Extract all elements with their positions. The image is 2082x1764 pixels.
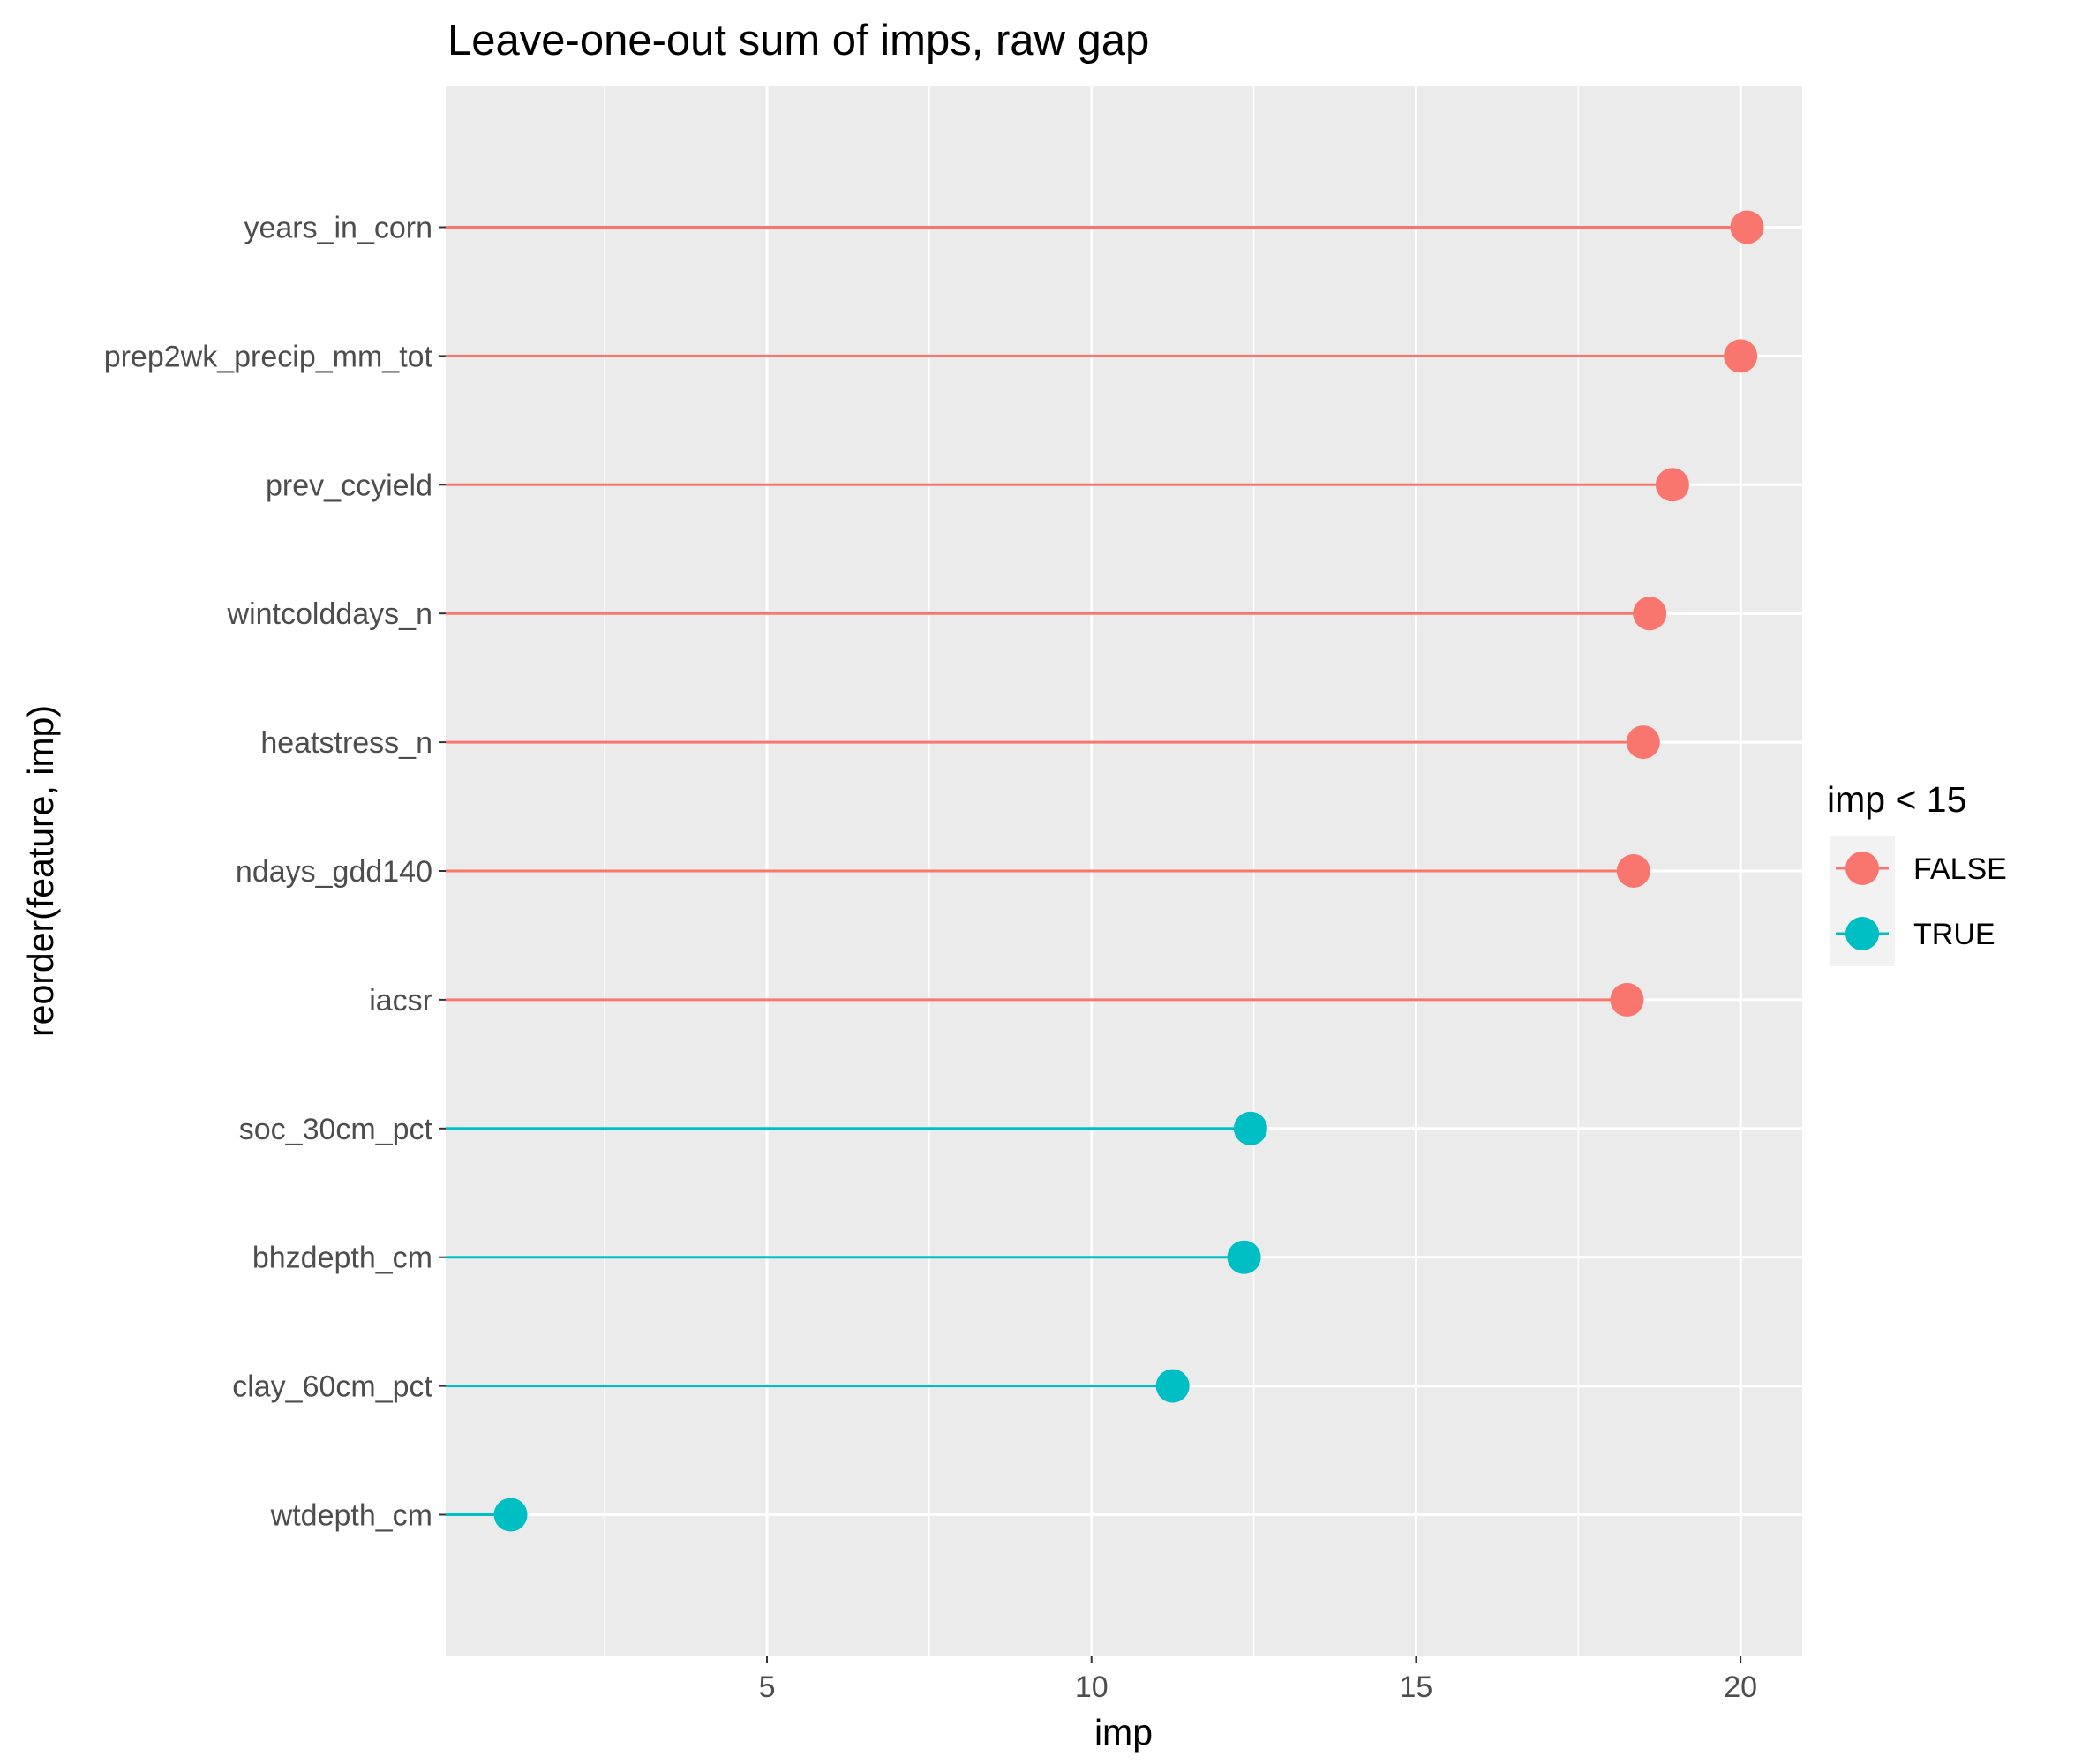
y-tick-label: prep2wk_precip_mm_tot [104,340,433,373]
legend-title: imp < 15 [1827,779,1966,820]
y-tick-label: ndays_gdd140 [236,855,432,889]
data-marks [446,210,1764,1532]
y-tick-label: bhzdepth_cm [252,1242,432,1275]
lollipop-point [493,1498,528,1532]
lollipop-point [1724,339,1758,373]
lollipop-point [1730,210,1764,244]
lollipop-point [1655,468,1689,502]
y-tick-label: wintcolddays_n [227,597,432,631]
y-tick-label: years_in_corn [244,211,432,244]
y-axis-ticks: years_in_corn prep2wk_precip_mm_tot prev_c… [104,211,446,1533]
x-tick-label: 20 [1724,1670,1757,1704]
y-tick-label: heatstress_n [260,726,432,760]
y-tick-label: prev_ccyield [266,469,432,502]
x-tick-label: 5 [759,1670,776,1704]
y-tick-label: wtdepth_cm [270,1499,432,1533]
legend-label: FALSE [1913,852,2007,886]
y-tick-label: iacsr [369,984,432,1017]
x-tick-label: 15 [1400,1670,1433,1704]
legend-label: TRUE [1913,918,1996,951]
lollipop-point [1610,982,1644,1017]
legend: imp < 15 FALSE TRUE [1827,779,2007,966]
x-axis-title: imp [1094,1712,1153,1753]
lollipop-point [1155,1369,1190,1403]
y-axis-title: reorder(feature, imp) [20,705,61,1037]
x-tick-label: 10 [1075,1670,1109,1704]
chart-title: Leave-one-out sum of imps, raw gap [447,17,1149,64]
x-axis-ticks: 5 10 15 20 [759,1656,1757,1704]
lollipop-point [1233,1111,1267,1145]
lollipop-point [1227,1240,1261,1274]
lollipop-point [1633,597,1667,631]
lollipop-point [1616,854,1650,888]
legend-key-point [1845,917,1879,950]
legend-key-point [1845,852,1879,885]
legend-entries: FALSE TRUE [1830,836,2007,966]
y-tick-label: soc_30cm_pct [239,1113,433,1146]
lollipop-point [1626,725,1660,760]
y-tick-label: clay_60cm_pct [232,1370,432,1404]
